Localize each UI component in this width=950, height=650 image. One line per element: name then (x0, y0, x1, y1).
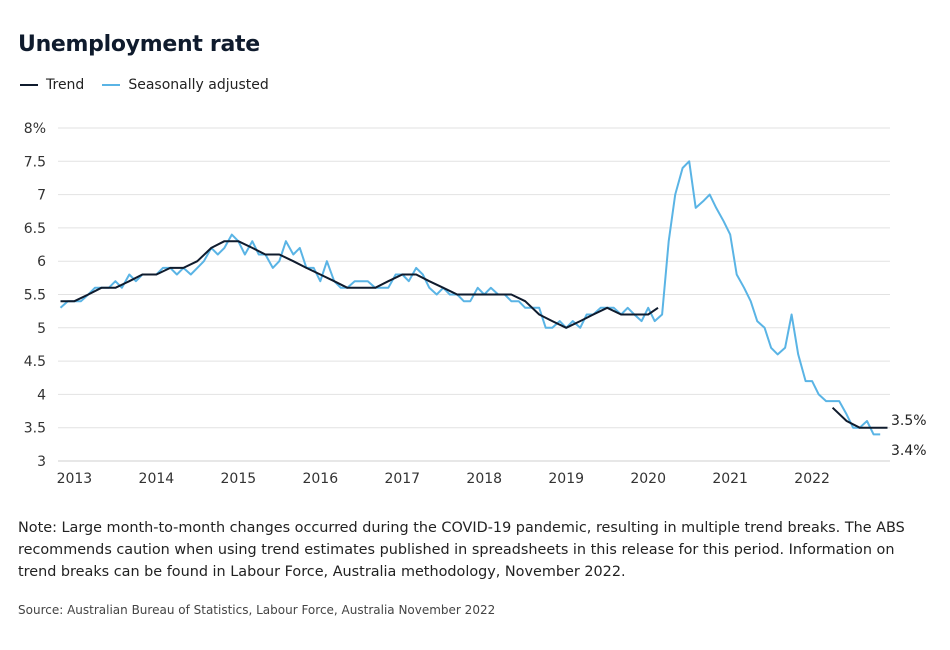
x-tick-label: 2018 (466, 471, 502, 487)
y-tick-label: 7 (37, 188, 46, 204)
x-tick-label: 2022 (794, 471, 830, 487)
chart-legend: Trend Seasonally adjusted (20, 77, 287, 93)
end-label-seasonally-adjusted: 3.4% (891, 443, 927, 459)
chart-source: Source: Australian Bureau of Statistics,… (18, 603, 496, 617)
y-tick-label: 3 (37, 454, 46, 470)
x-tick-label: 2020 (630, 471, 666, 487)
y-tick-label: 5 (37, 321, 46, 337)
x-tick-label: 2014 (139, 471, 175, 487)
series-line-trend (60, 240, 659, 329)
chart-title: Unemployment rate (18, 32, 260, 57)
y-tick-label: 4 (37, 387, 46, 403)
end-label-trend: 3.5% (891, 413, 927, 429)
y-axis-ticks: 8% 7.5 7 6.5 6 5.5 5 4.5 4 3.5 3 (24, 121, 46, 470)
y-tick-label: 5.5 (24, 288, 46, 304)
y-tick-label: 6.5 (24, 221, 46, 237)
y-tick-label: 3.5 (24, 421, 46, 437)
x-tick-label: 2013 (57, 471, 93, 487)
legend-label-trend: Trend (46, 77, 85, 93)
chart-note: Note: Large month-to-month changes occur… (18, 520, 905, 580)
y-tick-label: 4.5 (24, 354, 46, 370)
x-tick-label: 2015 (221, 471, 257, 487)
x-tick-label: 2019 (548, 471, 584, 487)
x-tick-label: 2021 (712, 471, 748, 487)
y-tick-label: 7.5 (24, 154, 46, 170)
legend-swatch-trend (20, 83, 38, 87)
legend-item-seasonally-adjusted: Seasonally adjusted (102, 77, 269, 93)
line-chart: 8%7.576.565.554.543.53 2013 2014 2015 2016 2… (24, 121, 927, 487)
legend-swatch-seasonally-adjusted (102, 83, 121, 87)
series-line-trend (831, 406, 888, 429)
x-tick-label: 2017 (384, 471, 420, 487)
legend-item-trend: Trend (20, 77, 84, 93)
series-line-seasonally-adjusted (59, 160, 881, 436)
y-tick-label: 8% (24, 121, 46, 137)
chart-series (59, 160, 888, 436)
x-axis-ticks: 2013 2014 2015 2016 2017 2018 2019 2020 2021 2022 (57, 471, 830, 487)
y-tick-label: 6 (37, 254, 46, 270)
legend-label-seasonally-adjusted: Seasonally adjusted (128, 77, 269, 93)
x-tick-label: 2016 (302, 471, 338, 487)
